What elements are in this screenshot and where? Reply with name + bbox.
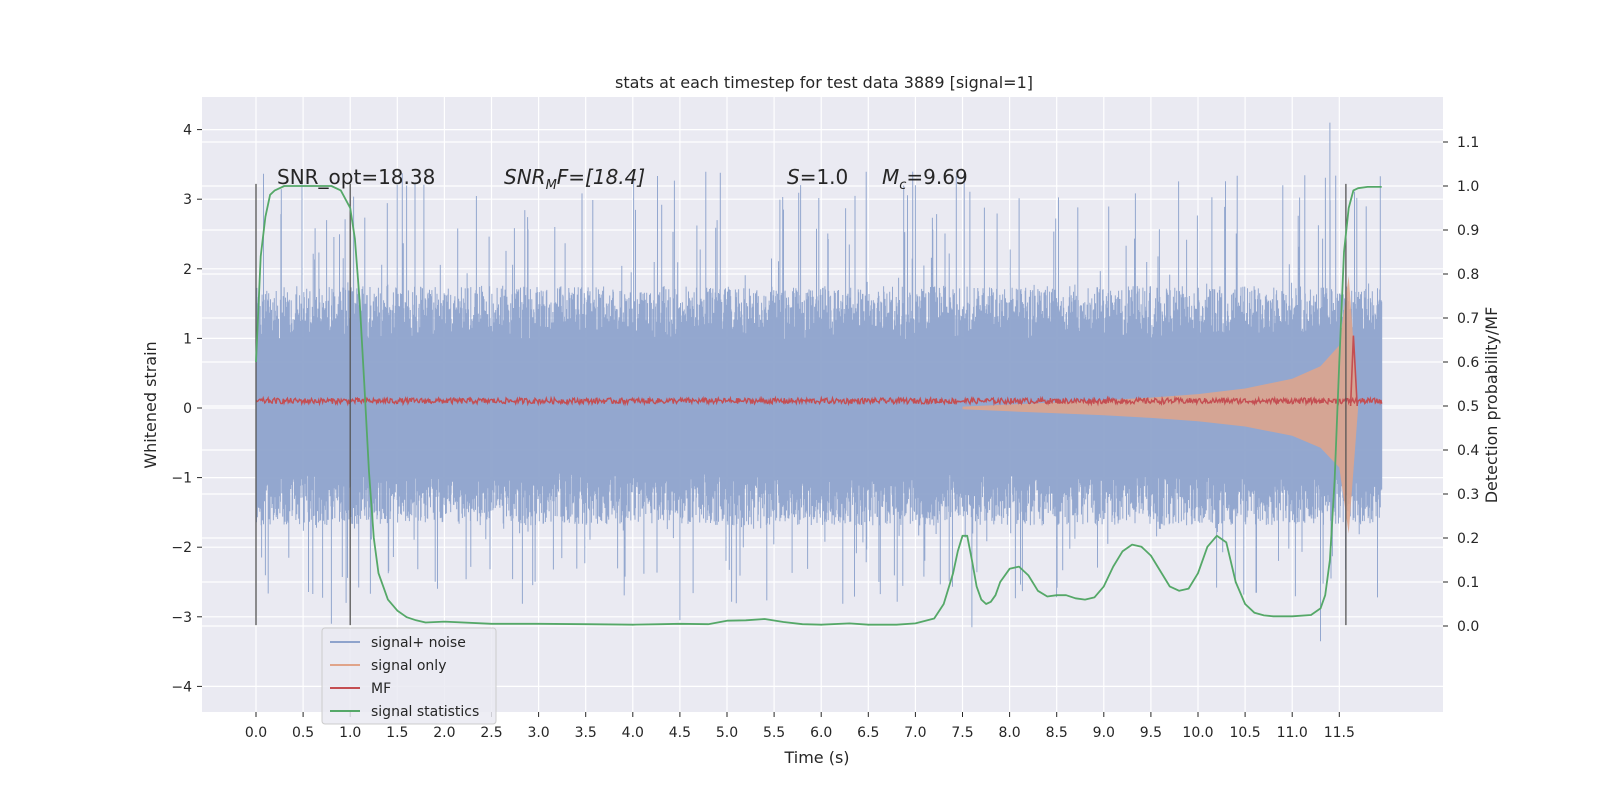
mf-trace xyxy=(255,395,1383,407)
y-right-tick-label: 1.1 xyxy=(1457,135,1479,151)
signal-only-envelope xyxy=(962,275,1359,534)
x-tick-label: 8.5 xyxy=(1046,725,1068,741)
signal-only-layer xyxy=(962,275,1359,534)
signal-statistics-line xyxy=(255,185,1382,626)
x-axis-label: Time (s) xyxy=(783,748,849,767)
x-tick-label: 4.0 xyxy=(622,725,644,741)
x-tick-label: 1.0 xyxy=(339,725,361,741)
y-right-tick-label: 0.5 xyxy=(1457,399,1479,415)
y-tick-label: 3 xyxy=(183,192,192,208)
y-right-tick-label: 0.1 xyxy=(1457,575,1479,591)
x-tick-label: 0.0 xyxy=(245,725,267,741)
y-tick-label: 4 xyxy=(183,123,192,139)
y-tick-label: −2 xyxy=(171,540,192,556)
x-tick-label: 10.5 xyxy=(1230,725,1261,741)
y-right-tick-label: 0.4 xyxy=(1457,443,1479,459)
annotation-snr-opt: SNR_opt=18.38 xyxy=(277,165,435,189)
mc-main: M xyxy=(882,165,899,189)
x-tick-label: 4.5 xyxy=(669,725,691,741)
x-tick-label: 2.0 xyxy=(433,725,455,741)
legend-label-signal-statistics: signal statistics xyxy=(371,704,479,720)
x-tick-label: 5.0 xyxy=(716,725,738,741)
annotation-mc: Mc=9.69 xyxy=(882,165,968,193)
mf-layer xyxy=(255,335,1383,407)
signal-statistics-layer xyxy=(255,185,1382,626)
y-right-tick-label: 0.3 xyxy=(1457,487,1479,503)
x-tick-label: 3.0 xyxy=(527,725,549,741)
x-tick-label: 8.0 xyxy=(998,725,1020,741)
y-right-tick-label: 0.2 xyxy=(1457,531,1479,547)
snr-mf-rest: F=[18.4] xyxy=(557,165,645,189)
x-tick-label: 11.5 xyxy=(1324,725,1355,741)
y-right-tick-label: 0.6 xyxy=(1457,355,1479,371)
y-right-tick-label: 0.7 xyxy=(1457,311,1479,327)
x-tick-label: 1.5 xyxy=(386,725,408,741)
legend-box xyxy=(321,627,497,725)
y-right-tick-label: 0.9 xyxy=(1457,223,1479,239)
x-tick-label: 10.0 xyxy=(1182,725,1213,741)
snr-mf-main: SNR xyxy=(504,165,546,189)
x-tick-label: 0.5 xyxy=(292,725,314,741)
mf-spike xyxy=(1349,335,1358,407)
x-tick-label: 9.0 xyxy=(1093,725,1115,741)
chart-title: stats at each timestep for test data 388… xyxy=(615,73,1033,92)
x-tick-label: 11.0 xyxy=(1277,725,1308,741)
vertical-markers xyxy=(255,183,1347,626)
annotation-snr-mf: SNRMF=[18.4] xyxy=(504,165,645,193)
y-right-tick-label: 1.0 xyxy=(1457,179,1479,195)
x-tick-label: 6.0 xyxy=(810,725,832,741)
x-tick-label: 6.5 xyxy=(857,725,879,741)
x-tick-label: 7.0 xyxy=(904,725,926,741)
y-tick-label: 0 xyxy=(183,401,192,417)
ticks: 0.0 0.5 1.0 1.5 2.0 2.5 3.0 3.5 4.0 4.5 5.0 5.5 6.0 6… xyxy=(171,123,1479,741)
mc-rest: =9.69 xyxy=(906,165,967,189)
x-tick-label: 2.5 xyxy=(480,725,502,741)
y-right-axis-label: Detection probability/MF xyxy=(1482,307,1501,504)
y-tick-label: −1 xyxy=(171,471,192,487)
y-right-tick-label: 0.0 xyxy=(1457,619,1479,635)
x-tick-label: 3.5 xyxy=(575,725,597,741)
legend-label-mf: MF xyxy=(371,681,391,697)
legend-label-signal-noise: signal+ noise xyxy=(371,635,466,651)
snr-mf-subscript: M xyxy=(546,178,557,193)
s-main: S xyxy=(787,165,800,189)
mc-subscript: c xyxy=(899,178,906,193)
y-tick-label: −4 xyxy=(171,679,192,695)
annotation-s: S=1.0 xyxy=(787,165,848,189)
y-tick-label: 2 xyxy=(183,262,192,278)
legend: signal+ noise signal only MF signal stat… xyxy=(321,627,497,725)
x-tick-label: 5.5 xyxy=(763,725,785,741)
y-right-tick-label: 0.8 xyxy=(1457,267,1479,283)
y-tick-label: −3 xyxy=(171,610,192,626)
x-tick-label: 7.5 xyxy=(951,725,973,741)
x-tick-label: 9.5 xyxy=(1140,725,1162,741)
legend-label-signal-only: signal only xyxy=(371,658,446,674)
s-rest: =1.0 xyxy=(800,165,849,189)
y-axis-label: Whitened strain xyxy=(141,341,160,468)
y-tick-label: 1 xyxy=(183,331,192,347)
